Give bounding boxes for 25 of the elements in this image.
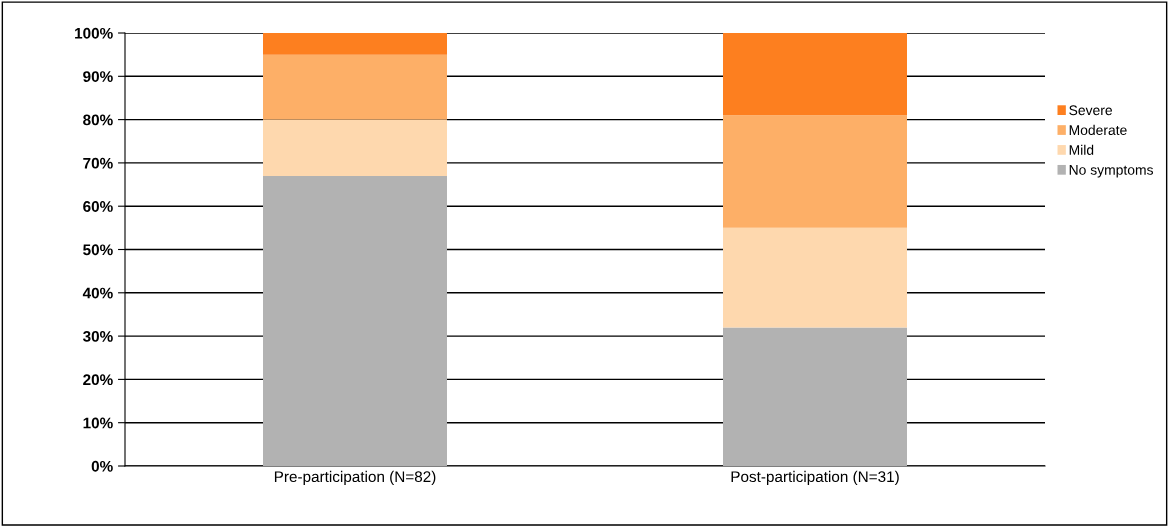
y-tick-label: 100% <box>75 27 113 39</box>
x-tick-label: Pre-participation (N=82) <box>274 470 436 486</box>
bar <box>263 33 447 55</box>
y-tick-label: 50% <box>83 244 113 256</box>
bar <box>263 54 447 120</box>
y-tick-label: 20% <box>83 374 113 386</box>
bar <box>723 227 907 328</box>
y-tick-label: 0% <box>91 460 113 472</box>
bar <box>263 119 447 176</box>
y-tick-label: 60% <box>83 201 113 212</box>
legend-label: No symptoms <box>1069 165 1153 178</box>
bar <box>263 175 447 466</box>
legend-label: Moderate <box>1069 124 1127 136</box>
y-tick-label: 80% <box>83 114 113 126</box>
legend-label: Severe <box>1069 105 1112 116</box>
legend-label: Mild <box>1069 144 1094 155</box>
bar <box>723 327 907 466</box>
x-tick-label: Post-participation (N=31) <box>731 470 899 486</box>
y-tick-label: 10% <box>83 417 113 429</box>
y-tick-label: 90% <box>83 71 113 82</box>
bar <box>723 33 907 116</box>
y-tick-label: 70% <box>83 157 113 169</box>
bar <box>723 115 907 228</box>
y-tick-label: 40% <box>82 287 113 299</box>
y-tick-label: 30% <box>82 330 113 342</box>
